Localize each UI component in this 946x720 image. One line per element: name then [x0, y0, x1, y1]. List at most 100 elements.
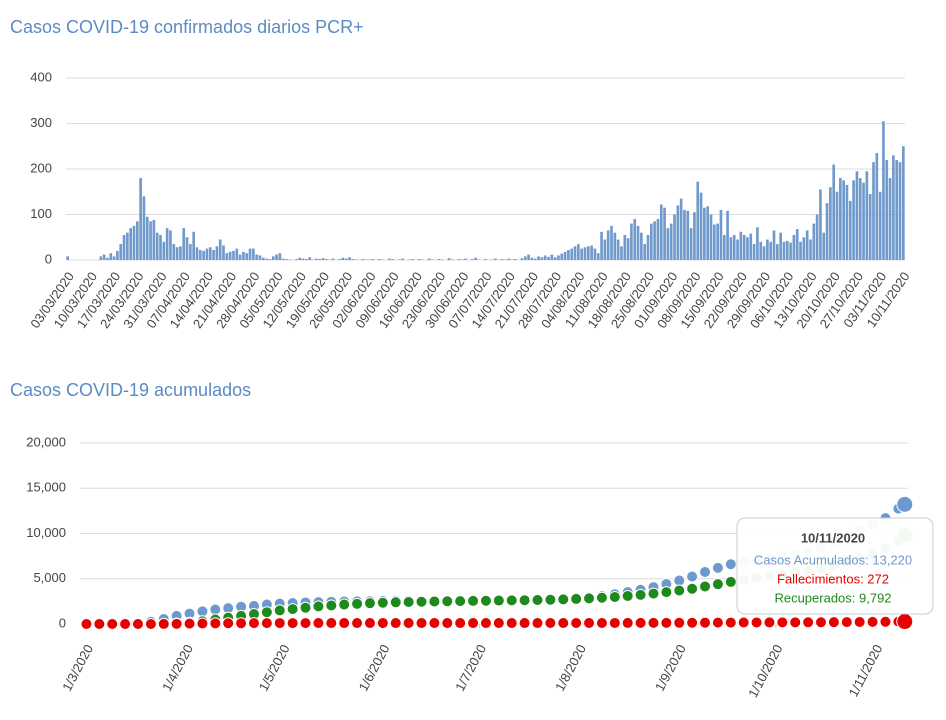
- data-point: [363, 617, 376, 630]
- bar: [232, 250, 235, 260]
- bar: [829, 187, 832, 260]
- y-tick-label: 200: [30, 160, 52, 175]
- bar: [378, 259, 381, 260]
- bar: [696, 181, 700, 260]
- bar: [202, 250, 205, 260]
- x-tick-label: 1/7/2020: [452, 642, 489, 694]
- data-point: [686, 582, 699, 595]
- data-point: [312, 600, 325, 613]
- chart-title: Casos COVID-19 acumulados: [10, 380, 251, 400]
- bar: [411, 259, 414, 260]
- data-point: [866, 615, 879, 628]
- data-point: [896, 495, 914, 513]
- bar: [235, 248, 239, 260]
- bar: [321, 258, 325, 260]
- bar: [298, 257, 302, 260]
- bar: [620, 246, 623, 260]
- data-point: [699, 580, 712, 593]
- data-point: [634, 588, 647, 601]
- data-point: [711, 616, 724, 629]
- data-point: [699, 565, 712, 578]
- bar: [258, 255, 262, 260]
- y-tick-label: 100: [30, 206, 52, 221]
- bar: [129, 228, 132, 260]
- bar: [315, 258, 318, 260]
- data-point: [260, 617, 273, 630]
- bar: [341, 257, 345, 260]
- bar: [832, 164, 836, 260]
- bar: [500, 259, 504, 260]
- bar: [122, 234, 126, 260]
- y-tick-label: 0: [45, 251, 52, 266]
- bar: [616, 239, 620, 260]
- bar: [139, 178, 142, 260]
- bar: [709, 214, 713, 260]
- data-point: [621, 616, 634, 629]
- bar: [812, 223, 816, 260]
- bar: [109, 253, 113, 260]
- data-point: [376, 596, 389, 609]
- bar: [722, 234, 726, 260]
- data-point: [724, 575, 737, 588]
- bar: [878, 191, 882, 260]
- bar: [540, 257, 544, 260]
- bar: [553, 257, 557, 260]
- bar: [447, 258, 451, 260]
- data-point: [196, 617, 209, 630]
- bar: [888, 178, 892, 260]
- tooltip-title: 10/11/2020: [801, 530, 865, 545]
- y-tick-label: 0: [59, 615, 66, 630]
- data-point: [608, 616, 621, 629]
- bar: [106, 257, 109, 260]
- y-tick-label: 15,000: [26, 480, 66, 495]
- data-point: [415, 617, 428, 630]
- data-point: [724, 558, 737, 571]
- x-tick-label: 1/5/2020: [256, 642, 293, 694]
- bar: [872, 162, 875, 260]
- bar: [875, 153, 879, 260]
- x-tick-label: 1/9/2020: [652, 642, 689, 694]
- data-point: [402, 617, 415, 630]
- bar: [835, 191, 839, 260]
- bar: [902, 146, 905, 260]
- bar: [155, 232, 159, 260]
- bar: [656, 219, 660, 260]
- bar: [550, 254, 554, 260]
- x-tick-label: 1/11/2020: [846, 642, 886, 699]
- bar: [119, 244, 123, 260]
- data-point: [363, 597, 376, 610]
- bar: [179, 246, 182, 260]
- bar: [673, 214, 676, 260]
- bar: [285, 259, 288, 260]
- data-point: [286, 603, 299, 616]
- bar: [653, 221, 656, 260]
- tooltip-box: [736, 517, 934, 615]
- tooltip: 10/11/2020 Casos Acumulados: 13,220 Fallec…: [736, 517, 934, 615]
- chart-title: Casos COVID-19 confirmados diarios PCR+: [10, 17, 364, 37]
- bar: [855, 171, 859, 260]
- data-point: [209, 603, 222, 616]
- bar: [271, 256, 275, 260]
- bar: [626, 238, 630, 260]
- bar: [537, 256, 540, 260]
- data-point: [583, 592, 596, 605]
- bar: [308, 257, 312, 260]
- x-tick-label: 1/6/2020: [356, 642, 393, 694]
- data-point: [325, 617, 338, 630]
- tooltip-line: Recuperados: 9,792: [774, 590, 891, 605]
- bar: [112, 256, 116, 260]
- bar: [205, 248, 209, 260]
- bar: [789, 242, 792, 260]
- bar: [676, 205, 680, 260]
- bar: [560, 253, 564, 260]
- bar: [278, 253, 282, 260]
- bar: [228, 251, 232, 260]
- data-point: [827, 616, 840, 629]
- bar: [732, 234, 736, 260]
- bar: [666, 228, 670, 260]
- data-point: [467, 617, 480, 630]
- data-point: [815, 616, 828, 629]
- bar: [898, 162, 902, 260]
- bar: [752, 244, 756, 260]
- bar: [580, 248, 583, 260]
